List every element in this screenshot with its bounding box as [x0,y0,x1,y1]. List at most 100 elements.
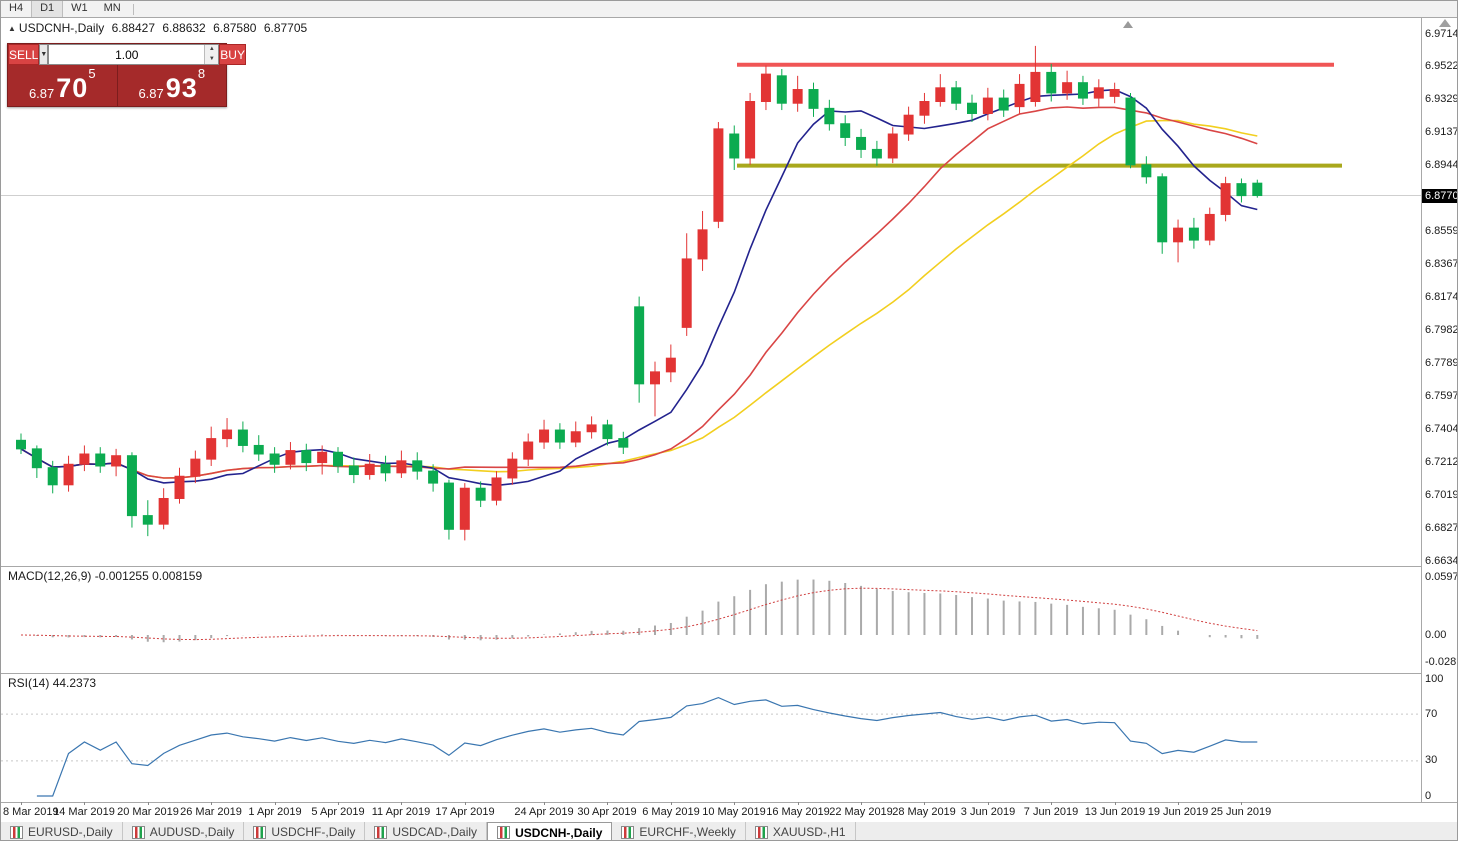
candle [1188,217,1199,249]
tab-label: XAUUSD-,H1 [772,825,846,839]
date-label: 26 Mar 2019 [180,806,242,818]
buy-price-big: 93 [165,73,198,103]
candle [1125,92,1136,169]
price-tick: 6.79820 [1425,324,1457,336]
candle [142,500,153,537]
candle [729,125,740,170]
candle [285,442,296,470]
chart-icon [131,825,145,839]
candle [808,82,819,117]
date-tick [1051,802,1052,805]
volume-input[interactable] [49,45,205,64]
macd-axis-label: 0.00 [1425,629,1447,641]
candle [31,445,42,478]
price-tick: 6.97145 [1425,28,1457,40]
tab-xauusd-h1[interactable]: XAUUSD-,H1 [746,822,856,840]
sell-price-sup: 5 [88,66,96,81]
volume-dropdown-icon[interactable]: ▼ [39,44,49,65]
volume-box: ▲ ▼ [48,44,220,65]
date-label: 7 Jun 2019 [1023,806,1079,818]
date-tick [861,802,862,805]
rsi-panel-label: RSI(14) 44.2373 [8,676,97,690]
price-tick: 6.81745 [1425,291,1457,303]
tab-usdcnh-daily[interactable]: USDCNH-,Daily [487,822,613,840]
price-tick: 6.95220 [1425,60,1457,72]
date-label: 22 May 2019 [829,806,893,818]
candle [634,296,645,403]
tab-label: USDCAD-,Daily [392,825,478,839]
macd-pane [20,579,1259,643]
date-label: 13 Jun 2019 [1084,806,1146,818]
candle [174,467,185,504]
candle [998,89,1009,117]
candle [523,433,534,466]
candle [760,65,771,111]
timeframe-button-mn[interactable]: MN [103,2,121,14]
volume-stepper: ▲ ▼ [204,45,219,64]
volume-down-icon[interactable]: ▼ [205,54,219,64]
macd-separator[interactable] [1,566,1421,567]
buy-price-button[interactable]: 6.87 93 8 [116,65,227,106]
tab-usdchf-daily[interactable]: USDCHF-,Daily [244,822,366,840]
chart-icon [754,825,768,839]
candle [317,445,328,475]
date-label: 30 Apr 2019 [577,806,637,818]
timeframe-toolbar: H4 D1 W1 MN [1,1,1457,17]
candle [951,80,962,111]
candle [1204,207,1215,246]
price-tick: 6.66345 [1425,555,1457,567]
chart-icon [374,825,388,839]
candle [618,431,629,455]
date-label: 1 Apr 2019 [248,806,302,818]
price-tick: 6.89445 [1425,159,1457,171]
date-label: 8 Mar 2019 [3,806,59,818]
timeframe-button-w1[interactable]: W1 [71,2,88,14]
candle [792,75,803,112]
candle [1093,79,1104,107]
macd-panel-label: MACD(12,26,9) -0.001255 0.008159 [8,569,203,583]
date-tick [338,802,339,805]
candle [206,426,217,466]
candle [1014,74,1025,114]
candle [222,418,233,448]
tab-eurchf-weekly[interactable]: EURCHF-,Weekly [612,822,746,840]
candle [364,454,375,480]
volume-up-icon[interactable]: ▲ [205,45,219,55]
candle [158,488,169,530]
candle [871,140,882,166]
candle [459,483,470,541]
sell-price-big: 70 [56,73,89,103]
candle [1252,179,1263,198]
candle [16,433,26,455]
timeframe-button-h4[interactable]: H4 [9,2,24,14]
ma-mid-line [20,106,1258,479]
candle [776,68,787,111]
current-price-badge: 6.87705 [1422,189,1457,203]
scroll-up-icon[interactable] [1439,19,1451,27]
candle [1141,156,1152,184]
date-label: 17 Apr 2019 [435,806,495,818]
tab-audusd-daily[interactable]: AUDUSD-,Daily [123,822,245,840]
tab-eurusd-daily[interactable]: EURUSD-,Daily [1,822,123,840]
price-tick: 6.77895 [1425,357,1457,369]
price-axis-separator [1421,17,1422,802]
tab-usdcad-daily[interactable]: USDCAD-,Daily [365,822,488,840]
sell-price-button[interactable]: 6.87 70 5 [8,65,117,106]
candle [1220,176,1231,222]
candle [269,447,280,473]
candle [237,421,248,453]
candle [396,450,407,478]
buy-button[interactable]: BUY [219,44,246,65]
rsi-separator[interactable] [1,673,1421,674]
candle [570,421,581,448]
candle [428,464,439,492]
chart-icon [621,825,635,839]
chart-icon [253,825,267,839]
chart-icon [10,825,23,839]
ohlc-high: 6.88632 [162,21,206,35]
candle [348,457,359,484]
timeframe-button-d1[interactable]: D1 [31,1,64,17]
sell-button[interactable]: SELL [8,44,40,65]
